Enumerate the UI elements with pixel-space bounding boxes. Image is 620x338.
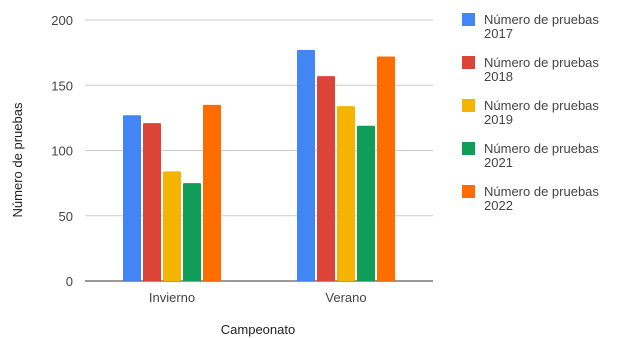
y-tick-label: 0 — [66, 274, 73, 289]
y-axis-title: Número de pruebas — [10, 102, 25, 217]
y-tick-label: 200 — [51, 13, 73, 28]
x-axis-title: Campeonato — [221, 322, 295, 337]
bar-invierno-2 — [143, 123, 161, 281]
bars — [123, 50, 395, 282]
y-tick-label: 100 — [51, 144, 73, 159]
bar-verano-5 — [377, 56, 395, 281]
legend: Número de pruebas 2017 Número de pruebas 20… — [462, 12, 599, 213]
bar-invierno-5 — [203, 104, 221, 281]
bar-verano-3 — [337, 106, 355, 281]
legend-swatch — [462, 185, 475, 198]
bar-verano-2 — [317, 76, 335, 282]
bar-verano-4 — [357, 125, 375, 281]
bar-invierno-4 — [183, 183, 201, 281]
legend-label: Número de pruebas 2019 — [484, 98, 599, 127]
y-tick-label: 50 — [59, 209, 73, 224]
bar-verano-1 — [297, 50, 315, 281]
bar-invierno-3 — [163, 171, 181, 281]
legend-label: Número de pruebas 2021 — [484, 141, 599, 170]
x-tick-label: Verano — [325, 290, 366, 305]
legend-swatch — [462, 13, 475, 26]
legend-swatch — [462, 56, 475, 69]
legend-swatch — [462, 142, 475, 155]
y-axis-ticks: 0 50 100 150 200 — [51, 13, 73, 289]
bar-invierno-1 — [123, 115, 141, 281]
legend-swatch — [462, 99, 475, 112]
legend-label: Número de pruebas 2018 — [484, 55, 599, 84]
legend-label: Número de pruebas 2022 — [484, 184, 599, 213]
y-tick-label: 150 — [51, 78, 73, 93]
x-tick-label: Invierno — [149, 290, 195, 305]
x-axis-ticks: Invierno Verano — [149, 290, 367, 305]
legend-label: Número de pruebas 2017 — [484, 12, 599, 41]
